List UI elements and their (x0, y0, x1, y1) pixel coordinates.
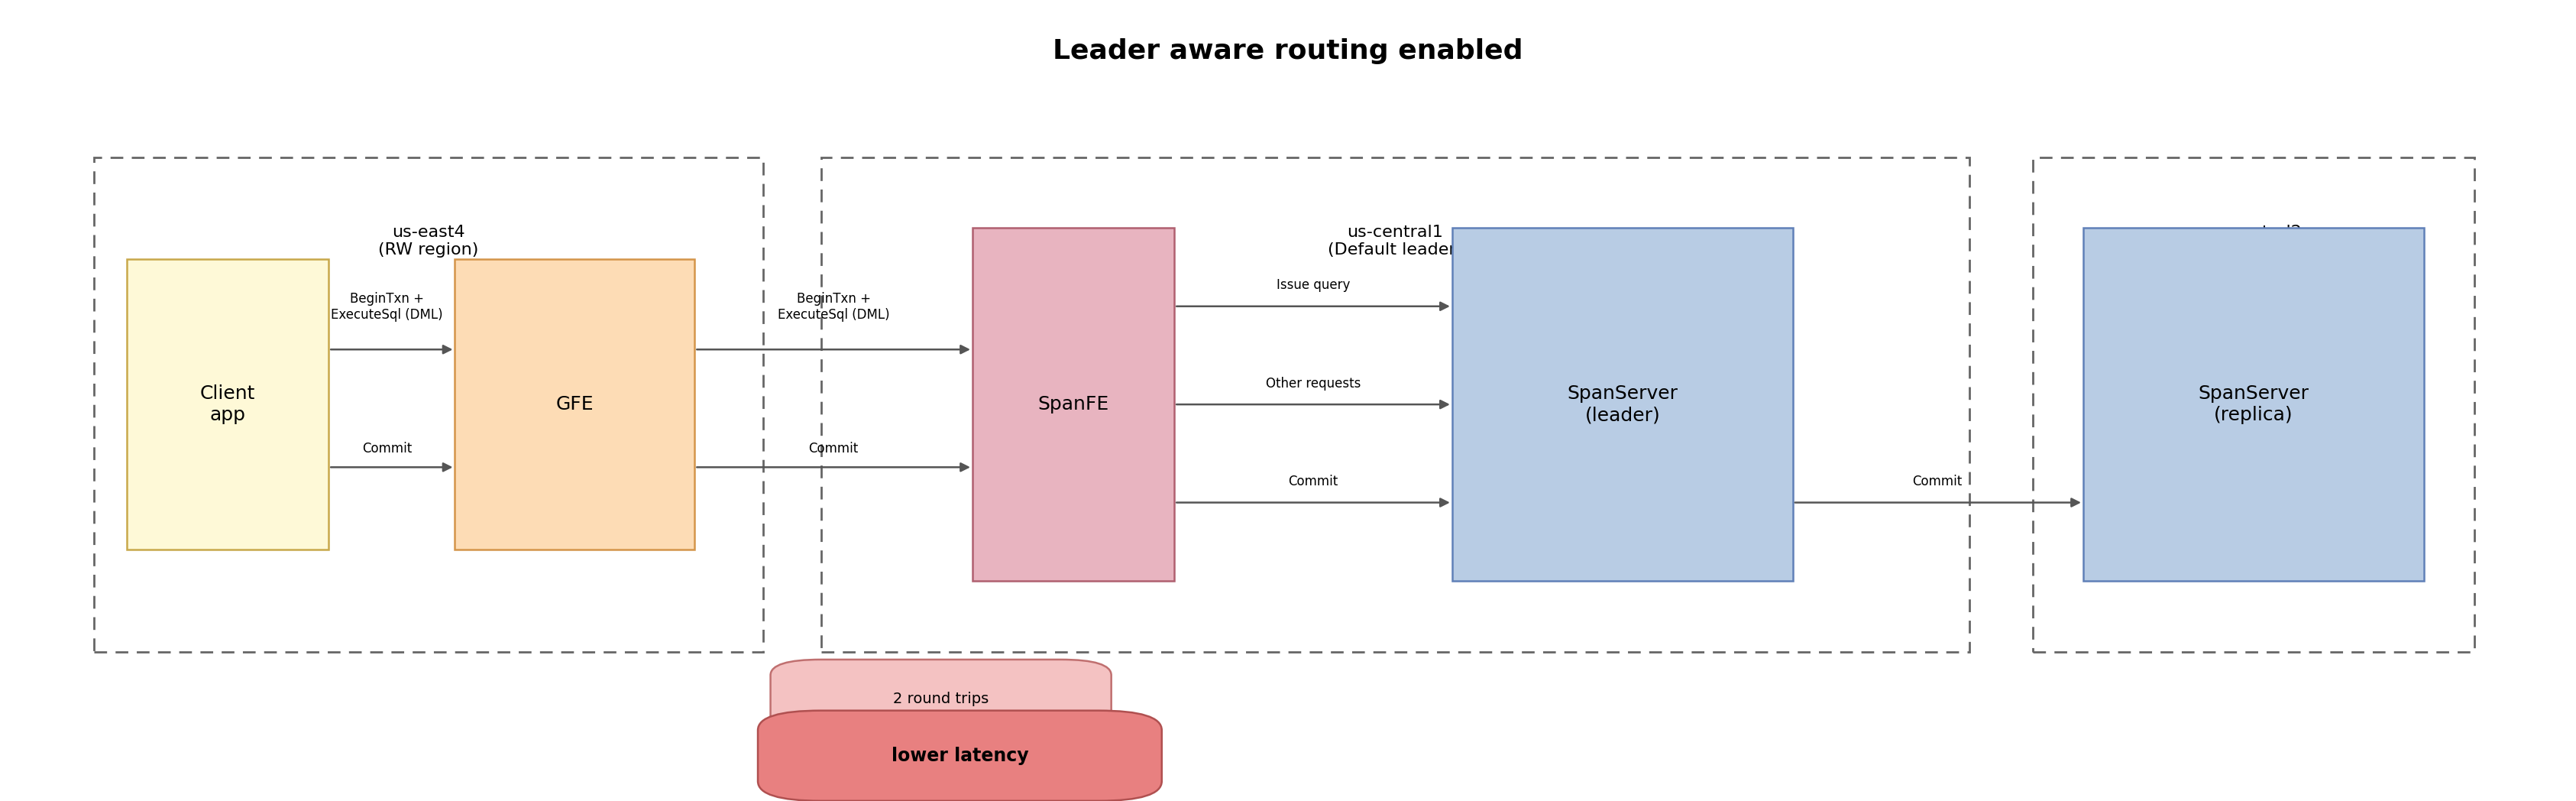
Text: 2 round trips: 2 round trips (894, 691, 989, 706)
Text: us-central2
(Witness): us-central2 (Witness) (2205, 225, 2303, 258)
FancyBboxPatch shape (770, 659, 1110, 738)
Text: lower latency: lower latency (891, 747, 1028, 765)
FancyBboxPatch shape (974, 227, 1175, 581)
Text: Client
app: Client app (201, 384, 255, 425)
Text: Commit: Commit (809, 441, 858, 456)
Text: GFE: GFE (556, 395, 595, 413)
Text: BeginTxn +
ExecuteSql (DML): BeginTxn + ExecuteSql (DML) (330, 292, 443, 322)
Text: Commit: Commit (1288, 475, 1337, 489)
FancyBboxPatch shape (1453, 227, 1793, 581)
Text: Other requests: Other requests (1265, 376, 1360, 390)
FancyBboxPatch shape (126, 260, 330, 549)
Text: us-central1
(Default leader): us-central1 (Default leader) (1329, 225, 1463, 258)
Text: Commit: Commit (1911, 475, 1963, 489)
Text: Issue query: Issue query (1278, 279, 1350, 292)
Text: Leader aware routing enabled: Leader aware routing enabled (1054, 38, 1522, 64)
Text: SpanServer
(replica): SpanServer (replica) (2197, 384, 2308, 425)
Text: SpanServer
(leader): SpanServer (leader) (1566, 384, 1677, 425)
Text: us-east4
(RW region): us-east4 (RW region) (379, 225, 479, 258)
Text: Commit: Commit (361, 441, 412, 456)
Text: SpanFE: SpanFE (1038, 395, 1110, 413)
FancyBboxPatch shape (456, 260, 696, 549)
Text: BeginTxn +
ExecuteSql (DML): BeginTxn + ExecuteSql (DML) (778, 292, 889, 322)
FancyBboxPatch shape (757, 710, 1162, 801)
FancyBboxPatch shape (2084, 227, 2424, 581)
